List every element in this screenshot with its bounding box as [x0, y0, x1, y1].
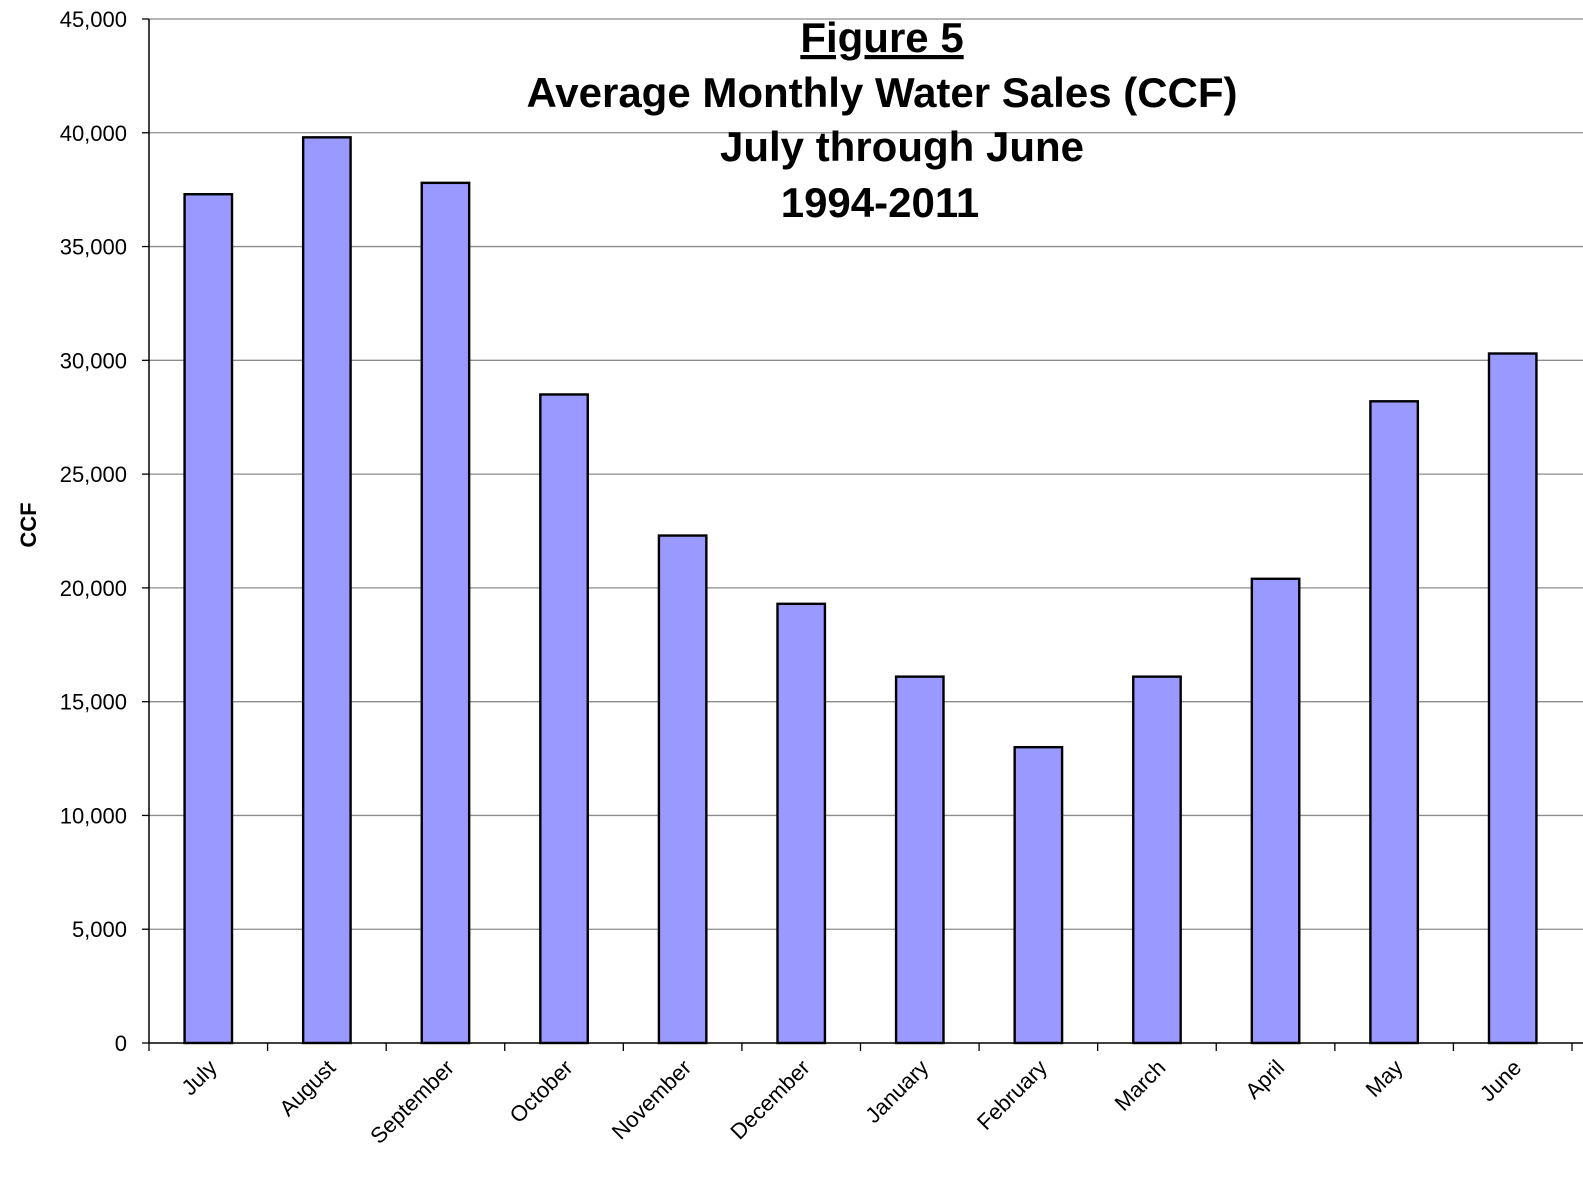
- bar-march: [1132, 675, 1182, 1045]
- x-tick-label: July: [176, 1055, 221, 1100]
- y-tick-label: 15,000: [60, 690, 127, 715]
- bar-june: [1487, 352, 1538, 1045]
- bar-february: [1013, 745, 1064, 1045]
- x-tick-label: February: [972, 1055, 1052, 1135]
- bar-november: [657, 534, 708, 1045]
- y-tick-label: 0: [115, 1031, 127, 1056]
- x-tick-label: January: [860, 1055, 933, 1128]
- title-years: 1994-2011: [781, 179, 980, 226]
- x-tick-label: August: [274, 1055, 340, 1121]
- bar-august: [301, 136, 352, 1045]
- bar-may: [1369, 400, 1420, 1045]
- x-tick-label: October: [505, 1055, 578, 1128]
- bar-october: [539, 393, 589, 1045]
- gridlines: [149, 18, 1583, 930]
- x-tick-label: April: [1240, 1055, 1289, 1104]
- x-tick-labels: July August September October November Decemb…: [176, 1055, 1526, 1149]
- y-tick-label: 25,000: [60, 462, 127, 487]
- axes: [142, 18, 1583, 1051]
- y-tick-label: 45,000: [60, 7, 127, 32]
- title-figure-number: Figure 5: [800, 14, 963, 61]
- x-tick-label: November: [607, 1055, 696, 1144]
- x-tick-label: May: [1361, 1055, 1408, 1102]
- bar-july: [183, 193, 234, 1045]
- y-tick-labels: 0 5,000 10,000 15,000 20,000 25,000 30,000 35,0…: [60, 7, 127, 1056]
- bar-april: [1250, 577, 1301, 1045]
- y-tick-label: 20,000: [60, 576, 127, 601]
- y-axis-label: CCF: [16, 502, 41, 547]
- x-tick-label: December: [725, 1055, 814, 1144]
- y-tick-label: 35,000: [60, 235, 127, 260]
- y-tick-label: 40,000: [60, 121, 127, 146]
- y-tick-label: 30,000: [60, 348, 127, 373]
- x-tick-label: June: [1475, 1055, 1526, 1106]
- bar-september: [420, 181, 471, 1045]
- bars: [183, 136, 1538, 1045]
- title-main: Average Monthly Water Sales (CCF): [526, 69, 1237, 116]
- title-period: July through June: [720, 123, 1084, 170]
- chart-title: Figure 5 Average Monthly Water Sales (CC…: [526, 14, 1237, 226]
- bar-december: [776, 602, 827, 1045]
- bar-january: [894, 675, 945, 1045]
- y-tick-label: 10,000: [60, 803, 127, 828]
- x-tick-label: September: [365, 1055, 459, 1149]
- y-tick-label: 5,000: [72, 917, 127, 942]
- x-tick-label: March: [1110, 1055, 1171, 1116]
